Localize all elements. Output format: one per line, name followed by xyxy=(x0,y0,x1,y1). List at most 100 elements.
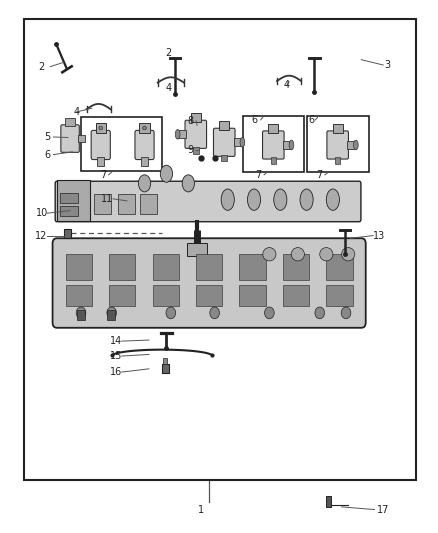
Text: 15: 15 xyxy=(110,351,122,361)
Text: 16: 16 xyxy=(110,367,122,377)
Bar xyxy=(66,285,92,306)
Bar xyxy=(191,113,201,122)
Ellipse shape xyxy=(342,247,355,261)
Ellipse shape xyxy=(300,189,313,211)
Bar xyxy=(196,285,223,306)
Bar xyxy=(326,285,353,306)
Ellipse shape xyxy=(99,126,102,130)
Text: 12: 12 xyxy=(35,231,48,240)
Ellipse shape xyxy=(166,307,176,319)
Bar xyxy=(78,135,85,142)
Text: 5: 5 xyxy=(44,132,50,142)
Bar xyxy=(178,131,186,138)
Bar xyxy=(332,124,343,133)
Bar xyxy=(347,141,356,149)
Bar xyxy=(94,194,111,214)
Bar xyxy=(326,254,353,280)
Bar xyxy=(140,194,157,214)
FancyBboxPatch shape xyxy=(61,125,79,152)
Text: 14: 14 xyxy=(110,336,122,346)
Bar xyxy=(118,194,135,214)
Ellipse shape xyxy=(353,140,358,150)
Bar xyxy=(77,310,85,320)
Ellipse shape xyxy=(143,126,146,130)
Text: 9: 9 xyxy=(187,146,194,155)
FancyBboxPatch shape xyxy=(262,131,284,159)
Bar xyxy=(187,243,207,256)
Text: 17: 17 xyxy=(377,505,389,514)
Text: 13: 13 xyxy=(373,231,385,240)
Bar xyxy=(65,118,75,126)
Ellipse shape xyxy=(289,140,294,150)
Bar xyxy=(60,206,78,216)
Bar xyxy=(60,193,78,203)
Bar xyxy=(283,141,291,149)
Bar xyxy=(66,254,92,280)
Bar xyxy=(152,254,179,280)
Bar xyxy=(24,19,416,480)
Bar xyxy=(107,310,115,320)
Bar xyxy=(141,157,148,166)
Text: 10: 10 xyxy=(35,208,48,218)
Bar xyxy=(307,116,369,172)
Ellipse shape xyxy=(320,247,333,261)
Bar xyxy=(139,124,150,133)
FancyBboxPatch shape xyxy=(135,131,154,159)
FancyBboxPatch shape xyxy=(55,181,361,222)
Ellipse shape xyxy=(247,189,261,211)
Bar xyxy=(196,254,223,280)
Bar xyxy=(240,285,266,306)
Text: 6: 6 xyxy=(44,150,50,159)
Bar xyxy=(109,285,135,306)
Bar xyxy=(109,254,135,280)
Ellipse shape xyxy=(274,189,287,211)
Text: 7: 7 xyxy=(100,170,106,180)
Ellipse shape xyxy=(240,138,245,147)
Bar xyxy=(222,155,227,161)
Ellipse shape xyxy=(107,307,117,319)
Text: 2: 2 xyxy=(166,49,172,58)
FancyBboxPatch shape xyxy=(213,128,235,156)
FancyBboxPatch shape xyxy=(185,120,207,148)
Text: 7: 7 xyxy=(317,170,323,180)
FancyBboxPatch shape xyxy=(91,131,110,159)
Bar xyxy=(268,124,279,133)
Bar xyxy=(64,229,71,238)
Ellipse shape xyxy=(221,189,234,211)
Bar xyxy=(57,180,90,221)
Text: 11: 11 xyxy=(101,194,113,204)
Text: 7: 7 xyxy=(255,170,261,180)
Text: 6: 6 xyxy=(251,115,257,125)
Bar xyxy=(283,285,309,306)
Text: 4: 4 xyxy=(284,80,290,90)
Ellipse shape xyxy=(138,175,151,192)
Ellipse shape xyxy=(341,307,351,319)
Text: 6: 6 xyxy=(308,115,314,125)
Bar xyxy=(283,254,309,280)
Bar xyxy=(193,147,198,154)
Ellipse shape xyxy=(76,307,86,319)
Bar xyxy=(95,124,106,133)
Text: 1: 1 xyxy=(198,505,205,514)
Bar xyxy=(234,139,242,146)
FancyBboxPatch shape xyxy=(53,238,366,328)
Ellipse shape xyxy=(175,130,180,139)
Ellipse shape xyxy=(263,247,276,261)
Bar xyxy=(81,117,162,171)
Text: 4: 4 xyxy=(166,83,172,93)
FancyBboxPatch shape xyxy=(327,131,349,159)
Bar xyxy=(240,254,266,280)
Ellipse shape xyxy=(265,307,274,319)
Bar xyxy=(97,157,104,166)
Ellipse shape xyxy=(160,165,173,182)
Bar xyxy=(163,358,167,364)
Bar xyxy=(271,157,276,164)
Bar xyxy=(243,116,304,172)
Ellipse shape xyxy=(326,189,339,211)
Ellipse shape xyxy=(315,307,325,319)
Bar xyxy=(152,285,179,306)
Ellipse shape xyxy=(291,247,304,261)
Ellipse shape xyxy=(210,307,219,319)
Ellipse shape xyxy=(182,175,194,192)
Text: 2: 2 xyxy=(39,62,45,71)
